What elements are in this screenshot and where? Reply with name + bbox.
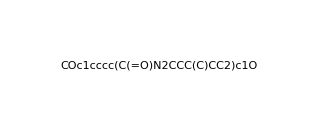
Text: COc1cccc(C(=O)N2CCC(C)CC2)c1O: COc1cccc(C(=O)N2CCC(C)CC2)c1O: [60, 61, 258, 71]
